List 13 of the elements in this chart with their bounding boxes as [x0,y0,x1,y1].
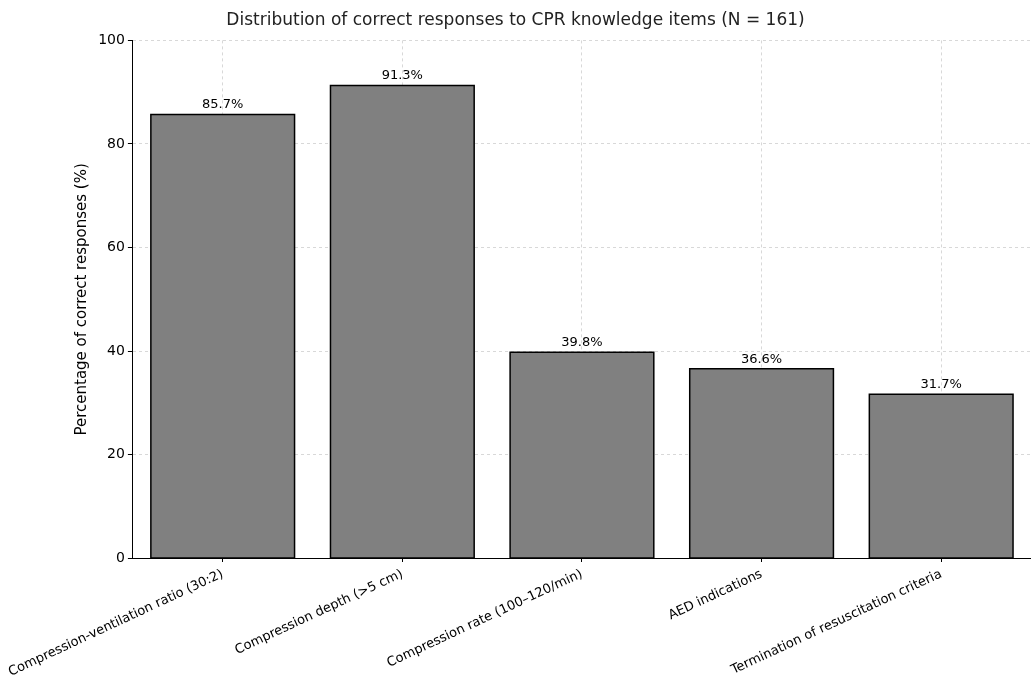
data-label: 36.6% [740,350,783,366]
y-tick-label: 20 [107,445,125,462]
y-tick-label: 80 [107,134,125,151]
data-label: 91.3% [381,67,423,83]
data-label: 31.7% [920,376,962,392]
y-axis-title: Percentage of correct responses (%) [72,163,91,436]
y-tick-label: 0 [115,549,125,566]
y-tick-label: 40 [107,341,125,358]
data-label: 85.7% [202,96,244,112]
y-tick-label: 60 [107,238,125,255]
data-label: 39.8% [561,334,603,350]
y-tick-label: 100 [98,31,125,48]
chart-title: Distribution of correct responses to CPR knowledge items (N = 161) [226,8,805,29]
